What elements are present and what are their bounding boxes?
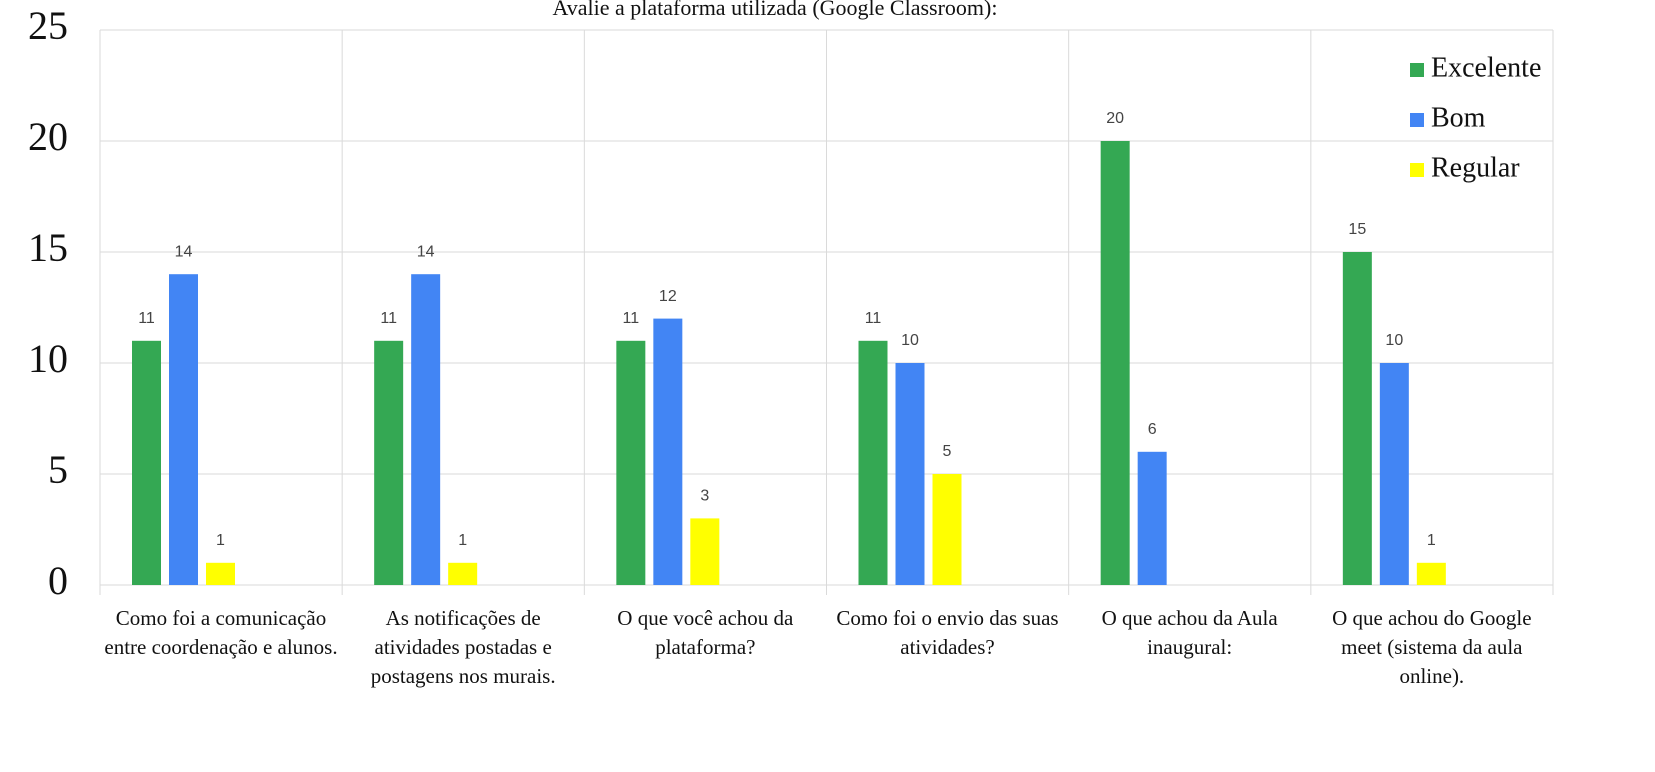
data-label: 6 [1148, 421, 1157, 438]
data-label: 3 [700, 488, 709, 505]
bar [858, 340, 888, 585]
bar [374, 340, 404, 585]
bar [1416, 562, 1446, 585]
bar [169, 274, 198, 585]
data-label: 5 [943, 443, 952, 460]
bar [653, 318, 683, 585]
bar [1342, 252, 1372, 585]
data-label: 20 [1106, 110, 1124, 127]
data-label: 12 [659, 288, 677, 305]
bar [932, 474, 962, 585]
legend-swatch [1410, 63, 1424, 77]
data-label: 14 [417, 243, 435, 260]
data-label: 14 [175, 243, 193, 260]
bar [690, 518, 720, 585]
data-label: 10 [901, 332, 919, 349]
data-label: 15 [1348, 221, 1366, 238]
y-tick-label: 15 [28, 225, 68, 270]
data-label: 10 [1385, 332, 1403, 349]
x-tick-label: O que você achou da plataforma? [617, 606, 794, 659]
legend-label: Excelente [1431, 52, 1541, 83]
legend-label: Bom [1431, 102, 1486, 133]
data-label: 1 [1427, 532, 1436, 549]
bar [1100, 141, 1130, 585]
bar [206, 562, 235, 585]
bar [895, 363, 925, 585]
x-tick-label: Como foi a comunicação entre coordenação… [104, 606, 338, 659]
y-tick-label: 0 [48, 558, 68, 603]
bar [411, 274, 441, 585]
legend-swatch [1410, 113, 1424, 127]
bar [448, 562, 478, 585]
bar [1137, 451, 1167, 585]
data-label: 11 [865, 310, 882, 327]
legend-swatch [1410, 163, 1424, 177]
x-tick-label: As notificações de atividades postadas e… [370, 606, 556, 688]
data-label: 1 [216, 532, 225, 549]
x-tick-label: O que achou do Google meet (sistema da a… [1332, 606, 1532, 688]
bar [616, 340, 646, 585]
legend-label: Regular [1431, 152, 1520, 183]
data-label: 11 [138, 310, 155, 327]
y-tick-label: 20 [28, 114, 68, 159]
bar [1379, 363, 1409, 585]
x-tick-label: Como foi o envio das suas atividades? [836, 606, 1059, 659]
y-tick-label: 10 [28, 336, 68, 381]
chart-title: Avalie a plataforma utilizada (Google Cl… [553, 0, 998, 20]
data-label: 11 [623, 310, 640, 327]
bar [132, 340, 161, 585]
data-label: 1 [458, 532, 467, 549]
x-tick-label: O que achou da Aula inaugural: [1101, 606, 1278, 659]
y-tick-label: 5 [48, 447, 68, 492]
data-label: 11 [380, 310, 397, 327]
y-tick-label: 25 [28, 3, 68, 48]
